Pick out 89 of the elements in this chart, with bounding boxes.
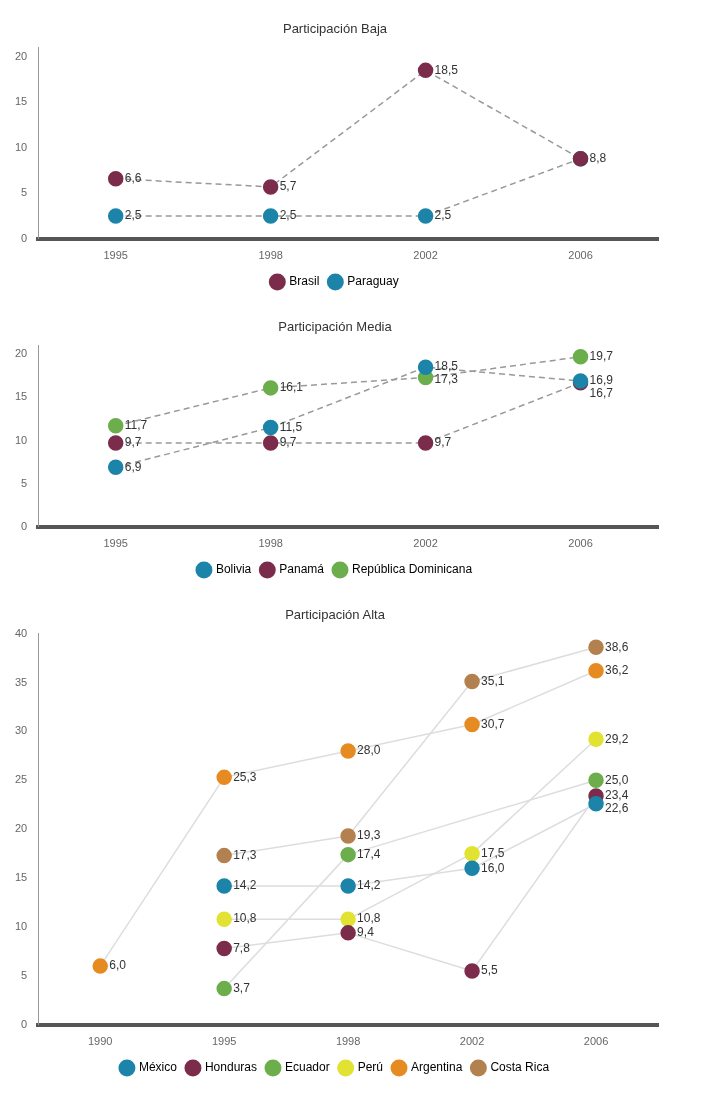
y-tick-label: 30 [14,724,28,737]
data-label: 2,5 [279,208,297,223]
data-label: 35,1 [481,673,505,688]
legend-label: Costa Rica [490,1060,550,1075]
data-label: 30,7 [481,716,505,731]
data-label: 22,6 [605,801,629,816]
legend-label: Argentina [411,1060,463,1075]
legend-label: México [138,1060,178,1075]
y-tick-label: 15 [14,95,28,108]
data-label: 5,5 [481,963,499,978]
y-tick-label: 20 [14,49,28,62]
x-tick-label: 2006 [583,1035,609,1048]
legend-label: Ecuador [284,1060,330,1075]
data-label: 17,5 [481,845,505,860]
x-tick-label: 2006 [568,249,593,262]
x-tick-label: 1998 [258,249,283,262]
x-tick-label: 2002 [413,537,438,550]
data-label: 17,4 [357,846,381,861]
x-tick-label: 2006 [568,537,593,550]
data-label: 16,9 [589,373,614,388]
legend-label: Brasil [289,274,320,289]
data-label: 10,8 [357,911,381,926]
data-label: 16,7 [589,386,614,401]
y-tick-label: 15 [14,390,28,403]
x-tick-label: 2002 [413,249,438,262]
y-tick-label: 20 [14,822,28,835]
data-label: 6,6 [124,171,142,186]
legend-label: República Dominicana [351,562,473,577]
legend-label: Bolivia [215,562,252,577]
data-label: 18,5 [434,359,459,374]
data-label: 2,5 [124,208,142,223]
legend-label: Honduras [204,1060,257,1075]
data-label: 3,7 [233,980,251,995]
data-label: 29,2 [605,731,629,746]
data-label: 5,7 [279,179,297,194]
y-tick-label: 35 [14,675,28,688]
data-label: 11,5 [279,419,303,434]
data-label: 8,8 [589,150,607,165]
data-label: 6,0 [109,958,127,973]
data-label: 9,7 [279,435,297,450]
data-label: 17,3 [233,847,257,862]
data-label: 14,2 [357,878,381,893]
data-label: 10,8 [233,911,257,926]
data-label: 16,1 [279,380,304,395]
data-label: 17,3 [434,372,459,387]
x-tick-label: 1998 [258,537,283,550]
data-label: 19,7 [589,349,614,364]
data-label: 19,3 [357,828,381,843]
x-tick-label: 1995 [103,537,128,550]
y-tick-label: 10 [14,920,28,933]
data-label: 6,9 [124,459,142,474]
x-tick-label: 1995 [103,249,128,262]
legend-label: Panamá [279,562,325,577]
y-tick-label: 0 [21,231,28,244]
x-tick-label: 1995 [211,1035,237,1048]
data-label: 9,4 [357,925,375,940]
chart-title: Participación Baja [282,21,388,37]
data-label: 23,4 [605,788,629,803]
y-tick-label: 0 [21,1017,28,1030]
y-tick-label: 40 [14,626,28,639]
chart-title: Participación Media [278,319,393,335]
data-label: 16,0 [481,860,505,875]
data-label: 2,5 [434,208,452,223]
data-label: 14,2 [233,878,257,893]
x-tick-label: 1998 [335,1035,361,1048]
data-label: 9,7 [124,435,142,450]
x-tick-label: 1990 [87,1035,113,1048]
legend-label: Paraguay [347,274,399,289]
y-tick-label: 5 [21,968,28,981]
x-tick-label: 2002 [459,1035,485,1048]
data-label: 38,6 [605,639,629,654]
y-tick-label: 10 [14,433,28,446]
data-label: 18,5 [434,62,459,77]
data-label: 36,2 [605,663,629,678]
data-label: 28,0 [357,743,381,758]
legend-label: Perú [357,1060,384,1075]
data-label: 25,3 [233,769,257,784]
y-tick-label: 10 [14,140,28,153]
data-label: 11,7 [124,418,148,433]
data-label: 25,0 [605,772,629,787]
y-tick-label: 5 [21,186,28,199]
y-tick-label: 25 [14,773,28,786]
data-label: 7,8 [233,940,251,955]
y-tick-label: 0 [21,519,28,532]
y-tick-label: 20 [14,347,28,360]
chart-title: Participación Alta [285,607,386,623]
y-tick-label: 5 [21,476,28,489]
y-tick-label: 15 [14,871,28,884]
data-label: 9,7 [434,435,452,450]
